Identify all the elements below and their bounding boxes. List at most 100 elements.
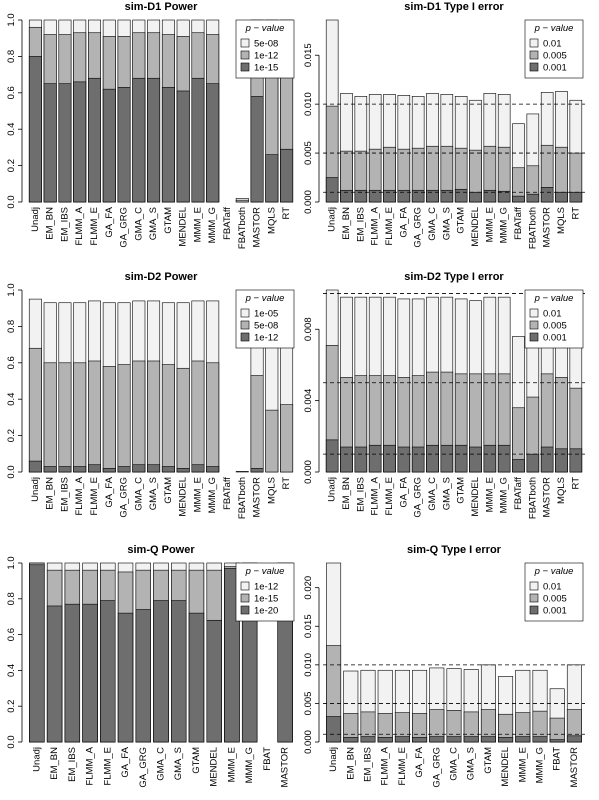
- bar: [235, 199, 249, 203]
- legend-label: 1e-15: [254, 594, 278, 605]
- x-tick-label: GMA_C: [449, 747, 460, 781]
- legend-label: 1e-15: [254, 63, 278, 74]
- x-tick-label: EM_BN: [345, 747, 356, 780]
- legend-label: 0.001: [543, 333, 567, 344]
- bar: [28, 347, 42, 473]
- bar: [191, 77, 205, 203]
- legend-swatch: [240, 50, 250, 60]
- y-tick-label: 0.010: [303, 653, 314, 677]
- y-tick-label: 0.8: [6, 320, 17, 333]
- x-tick-label: FLMM_A: [74, 476, 85, 515]
- bar: [43, 83, 57, 203]
- x-tick-label: FBATboth: [237, 477, 248, 519]
- x-tick-label: GA_GRG: [119, 207, 130, 248]
- legend-label: 1e-12: [254, 51, 278, 62]
- bar: [497, 190, 511, 203]
- x-tick-label: EM_IBS: [363, 747, 374, 782]
- x-tick-label: RT: [570, 207, 581, 220]
- x-tick-label: Unadj: [327, 477, 338, 502]
- legend-label: 0.01: [543, 309, 562, 320]
- x-tick-label: EM_BN: [45, 477, 56, 510]
- legend-swatch: [240, 593, 250, 603]
- bar: [224, 568, 240, 743]
- bar: [555, 191, 568, 203]
- bar: [29, 564, 45, 743]
- x-tick-label: FBATboth: [527, 477, 538, 519]
- y-tick-label: 0.000: [303, 460, 314, 484]
- x-tick-label: MMM_G: [244, 747, 255, 783]
- x-tick-label: FLMM_A: [85, 746, 96, 785]
- legend-label: 0.001: [543, 606, 567, 617]
- bar: [354, 189, 368, 203]
- legend-label: 5e-08: [254, 39, 278, 50]
- x-tick-label: EM_BN: [341, 207, 352, 240]
- x-tick-label: GMA_C: [427, 477, 438, 511]
- bar: [206, 83, 220, 203]
- x-tick-label: FBATaff: [513, 477, 524, 510]
- legend-label: 5e-08: [254, 321, 278, 332]
- bar: [102, 468, 116, 473]
- bar: [569, 448, 583, 473]
- x-tick-label: GMA_S: [148, 207, 159, 240]
- y-tick-label: 0.0: [6, 195, 17, 208]
- x-tick-label: GMA_C: [427, 207, 438, 241]
- bar: [383, 444, 396, 473]
- y-tick-label: 0.2: [6, 700, 17, 713]
- bar: [483, 189, 497, 203]
- x-tick-label: Unadj: [328, 747, 339, 772]
- bar: [512, 195, 525, 203]
- bar: [147, 464, 161, 473]
- bar: [394, 736, 410, 743]
- legend-swatch: [240, 308, 250, 318]
- bar: [161, 364, 175, 473]
- legend-title: p − value: [245, 293, 285, 304]
- x-tick-label: MENDEL: [209, 747, 220, 787]
- x-tick-label: MENDEL: [500, 747, 511, 787]
- x-tick-label: GA_FA: [104, 206, 115, 237]
- x-tick-label: GMA_S: [148, 477, 159, 510]
- x-tick-label: MMM_G: [207, 207, 218, 243]
- y-tick-label: 0.005: [303, 692, 314, 716]
- legend-label: 0.005: [543, 321, 567, 332]
- x-tick-label: MENDEL: [178, 477, 189, 517]
- bar: [411, 189, 425, 203]
- bar: [250, 468, 264, 473]
- bar: [555, 448, 568, 473]
- x-tick-label: FLMM_E: [89, 207, 100, 246]
- bar: [368, 189, 382, 203]
- x-tick-label: GMA_S: [466, 747, 477, 780]
- legend-title: p − value: [534, 23, 574, 34]
- bar: [440, 444, 454, 473]
- legend-swatch: [529, 62, 539, 72]
- bar: [265, 409, 279, 473]
- x-tick-label: RT: [281, 477, 292, 490]
- bar: [73, 81, 87, 203]
- y-tick-label: 0.000: [303, 190, 314, 214]
- x-tick-label: MQLS: [266, 477, 277, 504]
- y-tick-label: 0.8: [6, 50, 17, 63]
- bar: [469, 446, 482, 473]
- x-tick-label: FBATaff: [222, 207, 233, 240]
- x-tick-label: GMA_C: [133, 207, 144, 241]
- x-tick-label: FLMM_E: [397, 747, 408, 786]
- legend-label: 0.01: [543, 582, 562, 593]
- bar: [147, 360, 161, 473]
- x-tick-label: GA_FA: [104, 476, 115, 507]
- bar: [569, 191, 583, 203]
- y-tick-label: 0.4: [6, 393, 17, 406]
- bar: [176, 90, 190, 203]
- x-tick-label: FLMM_E: [89, 477, 100, 516]
- bar: [132, 464, 146, 473]
- x-tick-label: EM_BN: [49, 747, 60, 780]
- y-tick-label: 0.000: [303, 730, 314, 754]
- bar: [426, 444, 439, 473]
- x-tick-label: Unadj: [30, 207, 41, 232]
- bar: [117, 466, 131, 473]
- bar: [397, 189, 411, 203]
- x-tick-label: GMA_C: [156, 747, 167, 781]
- bar: [326, 716, 342, 743]
- bar: [340, 189, 353, 203]
- x-tick-label: MQLS: [556, 477, 567, 504]
- bar: [515, 736, 531, 743]
- bar: [469, 191, 482, 203]
